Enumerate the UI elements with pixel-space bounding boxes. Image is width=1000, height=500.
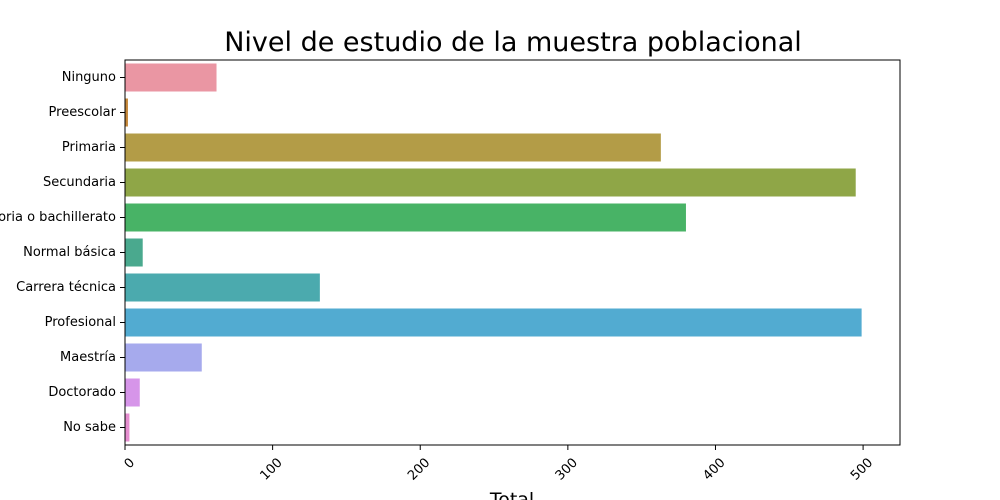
x-tick-label: 300 — [553, 455, 581, 483]
bar-4 — [125, 203, 686, 232]
bar-9 — [125, 378, 140, 407]
y-tick-label: Normal básica — [23, 245, 116, 260]
x-axis: 0 100 200 300 400 500 — [122, 445, 876, 484]
y-tick-label: Profesional — [45, 315, 116, 330]
x-tick-label: 400 — [700, 455, 728, 483]
bar-2 — [125, 133, 661, 162]
x-tick-label: 200 — [405, 455, 433, 483]
bar-1 — [125, 98, 128, 127]
bar-0 — [125, 63, 217, 92]
y-tick-label: No sabe — [63, 420, 116, 435]
bar-6 — [125, 273, 320, 302]
bar-7 — [125, 308, 862, 337]
chart-title: Nivel de estudio de la muestra poblacion… — [224, 27, 802, 58]
y-tick-label: Maestría — [60, 350, 116, 365]
y-tick-label: Doctorado — [48, 385, 116, 400]
y-tick-label: Secundaria — [43, 175, 116, 190]
y-tick-label: Preescolar — [49, 105, 117, 120]
bars-group — [125, 63, 862, 442]
bar-10 — [125, 413, 130, 442]
y-tick-label: Primaria — [62, 140, 116, 155]
y-tick-label: Preparatoria o bachillerato — [0, 210, 116, 225]
y-tick-label: Ninguno — [62, 70, 116, 85]
plot-frame — [124, 59, 901, 446]
x-tick-label: 0 — [122, 455, 138, 471]
y-tick-label: Carrera técnica — [16, 280, 116, 295]
bar-8 — [125, 343, 202, 372]
x-axis-label: Total — [489, 489, 534, 500]
bar-5 — [125, 238, 143, 267]
x-tick-label: 100 — [258, 455, 286, 483]
bar-3 — [125, 168, 856, 197]
x-tick-label: 500 — [848, 455, 876, 483]
y-axis: Ninguno Preescolar Primaria Secundaria Prepa… — [0, 70, 125, 435]
